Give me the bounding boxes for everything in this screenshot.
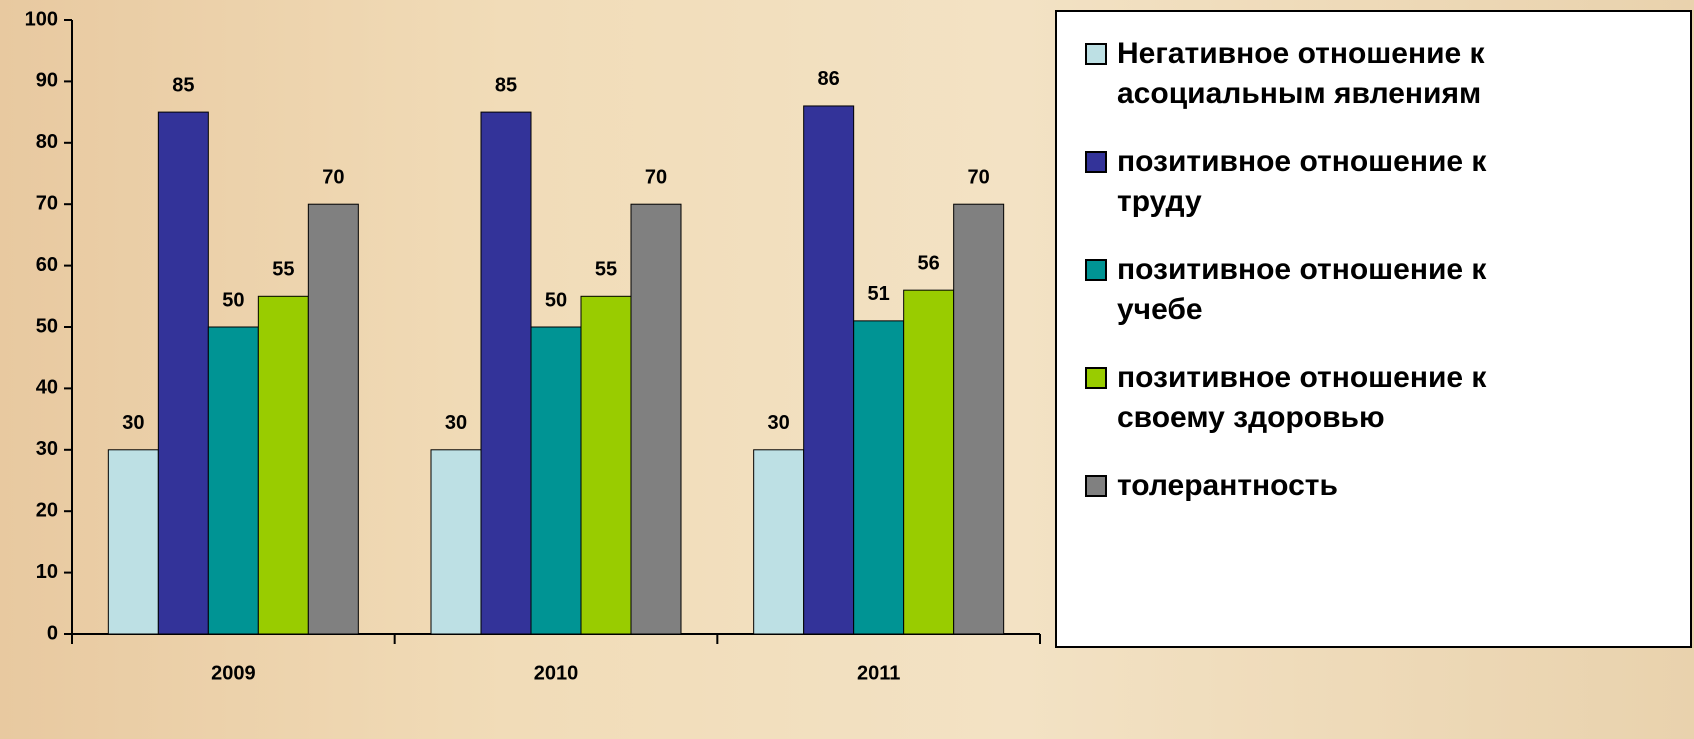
data-label: 70 <box>645 166 667 188</box>
bar <box>480 111 532 635</box>
y-tick-label: 10 <box>36 561 58 583</box>
legend-swatch <box>1085 259 1107 281</box>
bar <box>580 295 632 635</box>
bar <box>903 289 955 635</box>
bar <box>953 203 1005 635</box>
legend-swatch <box>1085 43 1107 65</box>
bar <box>107 449 159 635</box>
legend-label: позитивное отношение к учебе <box>1117 253 1487 326</box>
y-tick-label: 0 <box>47 622 58 644</box>
legend-entry: позитивное отношение к своему здоровью <box>1085 358 1674 438</box>
bar <box>157 111 209 635</box>
data-label: 50 <box>545 289 567 311</box>
data-label: 70 <box>322 166 344 188</box>
y-tick-label: 100 <box>25 8 58 30</box>
data-label: 56 <box>918 252 940 274</box>
y-tick-label: 60 <box>36 254 58 276</box>
y-tick-label: 40 <box>36 377 58 399</box>
bar <box>853 320 905 635</box>
data-label: 70 <box>968 166 990 188</box>
bar <box>530 326 582 635</box>
x-tick-label: 2009 <box>211 662 256 684</box>
data-label: 30 <box>122 412 144 434</box>
x-tick-label: 2011 <box>857 662 900 684</box>
data-label: 86 <box>818 68 840 90</box>
legend-swatch <box>1085 475 1107 497</box>
data-label: 55 <box>272 259 294 281</box>
x-tick-label: 2010 <box>534 662 579 684</box>
y-tick-label: 70 <box>36 192 58 214</box>
data-label: 85 <box>495 74 517 96</box>
legend-swatch <box>1085 151 1107 173</box>
data-label: 55 <box>595 259 617 281</box>
bar <box>803 105 855 635</box>
data-label: 51 <box>868 283 890 305</box>
legend-label: толерантность <box>1117 469 1338 502</box>
bar <box>630 203 682 635</box>
y-tick-label: 20 <box>36 499 58 521</box>
legend-swatch <box>1085 367 1107 389</box>
legend: Негативное отношение к асоциальным явлен… <box>1055 10 1692 648</box>
y-tick-label: 90 <box>36 70 58 92</box>
data-label: 85 <box>172 74 194 96</box>
bar <box>307 203 359 635</box>
legend-entry: позитивное отношение к учебе <box>1085 250 1674 330</box>
data-label: 50 <box>222 289 244 311</box>
legend-label: позитивное отношение к труду <box>1117 145 1487 218</box>
bar <box>207 326 259 635</box>
legend-entry: толерантность <box>1085 466 1674 506</box>
legend-label: позитивное отношение к своему здоровью <box>1117 361 1487 434</box>
y-tick-label: 30 <box>36 438 58 460</box>
bar <box>430 449 482 635</box>
data-label: 30 <box>768 412 790 434</box>
y-tick-label: 80 <box>36 131 58 153</box>
bar <box>753 449 805 635</box>
legend-entry: Негативное отношение к асоциальным явлен… <box>1085 34 1674 114</box>
y-tick-label: 50 <box>36 315 58 337</box>
data-label: 30 <box>445 412 467 434</box>
legend-label: Негативное отношение к асоциальным явлен… <box>1117 37 1485 110</box>
chart: 0 10 20 30 40 50 60 70 80 90 100 2009 30 85 50 55 70 2010… <box>25 8 1041 684</box>
bar <box>257 295 309 635</box>
legend-entry: позитивное отношение к труду <box>1085 142 1674 222</box>
